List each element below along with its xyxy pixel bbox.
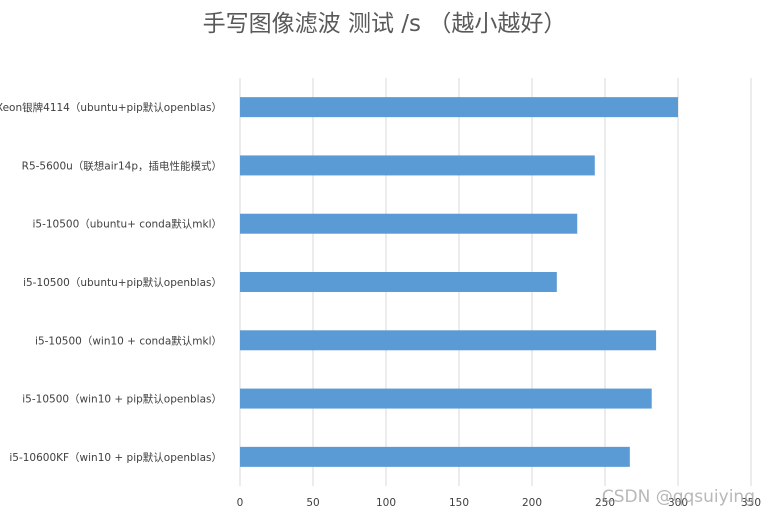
bar [240,155,595,176]
category-label: i5-10500（ubuntu+ conda默认mkl） [32,218,222,231]
x-tick-label: 0 [237,497,244,509]
bar [240,213,578,234]
bars [240,97,678,467]
chart-title: 手写图像滤波 测试 /s （越小越好） [202,11,567,37]
category-label: i5-10600KF（win10 + pip默认openblas） [9,451,222,464]
x-tick-label: 100 [376,497,396,509]
x-tick-label: 200 [522,497,542,509]
x-tick-label: 150 [449,497,469,509]
x-tick-label: 300 [668,497,688,509]
bar [240,388,652,409]
x-tick-label: 50 [306,497,319,509]
category-labels: Xeon银牌4114（ubuntu+pip默认openblas） R5-5600u… [0,101,222,464]
category-label: Xeon银牌4114（ubuntu+pip默认openblas） [0,101,222,114]
bar [240,272,557,292]
watermark-text: CSDN @qqsuiying [601,487,755,507]
x-tick-label: 250 [595,497,615,509]
bar [240,330,657,351]
bar [240,97,678,118]
category-label: i5-10500（ubuntu+pip默认openblas） [23,276,222,289]
x-axis-tick-labels: 0 50 100 150 200 250 300 350 [237,497,761,509]
category-label: i5-10500（win10 + conda默认mkl） [35,334,222,347]
category-label: R5-5600u（联想air14p，插电性能模式） [22,159,222,172]
category-label: i5-10500（win10 + pip默认openblas） [22,393,222,406]
x-tick-label: 350 [741,497,761,509]
bar [240,446,630,467]
